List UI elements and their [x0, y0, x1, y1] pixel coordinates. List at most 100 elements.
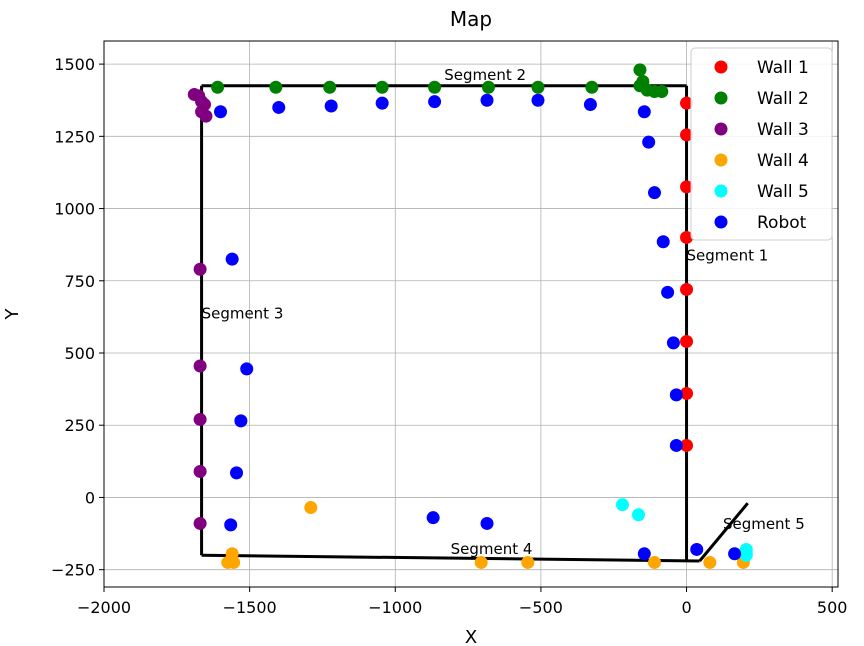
- data-point: [666, 336, 680, 350]
- data-point: [637, 547, 651, 561]
- data-point: [474, 555, 488, 569]
- segment-annotation: Segment 4: [451, 540, 533, 558]
- segment-annotation: Segment 1: [687, 247, 769, 265]
- legend-label: Robot: [757, 213, 807, 233]
- data-point: [680, 230, 694, 244]
- legend-marker: [714, 153, 728, 167]
- x-tick-label: 500: [817, 598, 848, 617]
- y-tick-label: 1000: [54, 200, 95, 219]
- y-tick-label: 1500: [54, 55, 95, 74]
- data-point: [680, 128, 694, 142]
- y-tick-label: 250: [64, 416, 95, 435]
- chart-title: Map: [450, 7, 492, 31]
- y-tick-label: −250: [51, 561, 95, 580]
- data-point: [304, 501, 318, 515]
- data-point: [225, 252, 239, 266]
- legend-marker: [714, 184, 728, 198]
- series-wall-2: [211, 63, 669, 99]
- scatter-points: [187, 63, 753, 569]
- axes: −2000 −1500 −1000 −500 0 500 −250 0 250 500 750 100…: [51, 40, 848, 617]
- legend-label: Wall 5: [757, 182, 809, 202]
- data-point: [680, 438, 694, 452]
- data-point: [531, 80, 545, 94]
- data-point: [193, 464, 207, 478]
- legend-marker: [714, 215, 728, 229]
- segment-annotations: Segment 1 Segment 2 Segment 3 Segment 4 Segm…: [202, 66, 805, 558]
- data-point: [480, 516, 494, 530]
- data-point: [324, 99, 338, 113]
- legend: Wall 1 Wall 2 Wall 3 Wall 4 Wall 5 Robot: [690, 47, 833, 241]
- data-point: [669, 388, 683, 402]
- y-tick-label: 0: [85, 488, 95, 507]
- segment-annotation: Segment 5: [723, 515, 805, 533]
- data-point: [426, 511, 440, 525]
- data-point: [211, 80, 225, 94]
- data-point: [680, 282, 694, 296]
- data-point: [739, 548, 753, 562]
- data-point: [272, 100, 286, 114]
- data-point: [642, 135, 656, 149]
- legend-label: Wall 1: [757, 58, 809, 78]
- data-point: [680, 96, 694, 110]
- data-point: [224, 518, 238, 532]
- data-point: [633, 63, 647, 77]
- y-tick-label: 1250: [54, 127, 95, 146]
- x-axis-label: X: [465, 627, 477, 646]
- data-point: [728, 547, 742, 561]
- x-tick-label: −1500: [223, 598, 277, 617]
- series-wall-5: [615, 498, 753, 562]
- x-tick-label: 0: [681, 598, 691, 617]
- data-point: [680, 180, 694, 194]
- data-point: [193, 412, 207, 426]
- segment-line-segment-5: [698, 502, 749, 562]
- data-point: [214, 105, 228, 119]
- data-point: [428, 95, 442, 109]
- series-wall-3: [187, 87, 213, 530]
- segment-annotation: Segment 3: [202, 304, 284, 322]
- data-point: [199, 109, 213, 123]
- legend-marker: [714, 60, 728, 74]
- wall-segments: [200, 84, 749, 563]
- data-point: [583, 98, 597, 112]
- y-axis-label: Y: [2, 308, 23, 321]
- data-point: [661, 285, 675, 299]
- data-point: [531, 93, 545, 107]
- data-point: [648, 186, 661, 200]
- x-tick-label: −500: [519, 598, 563, 617]
- data-point: [690, 542, 704, 556]
- data-point: [193, 516, 207, 530]
- data-point: [656, 235, 670, 249]
- data-point: [375, 96, 389, 110]
- data-point: [234, 414, 248, 428]
- data-point: [680, 334, 694, 348]
- series-wall-4: [221, 501, 750, 569]
- data-point: [615, 498, 629, 512]
- series-robot: [214, 93, 742, 561]
- legend-label: Wall 2: [757, 89, 809, 109]
- data-point: [375, 80, 389, 94]
- y-tick-label: 500: [64, 344, 95, 363]
- data-point: [269, 80, 283, 94]
- data-point: [521, 555, 535, 569]
- plot-frame: [103, 40, 839, 588]
- y-tick-label: 750: [64, 272, 95, 291]
- segment-line-segment-4: [201, 553, 700, 563]
- legend-marker: [714, 122, 728, 136]
- data-point: [193, 359, 207, 373]
- data-point: [323, 80, 337, 94]
- legend-label: Wall 4: [757, 151, 809, 171]
- data-point: [655, 85, 669, 99]
- legend-marker: [714, 91, 728, 105]
- data-point: [481, 80, 495, 94]
- x-tick-label: −1000: [368, 598, 422, 617]
- data-point: [585, 80, 599, 94]
- data-point: [230, 466, 244, 480]
- data-point: [637, 105, 651, 119]
- data-point: [648, 555, 661, 569]
- legend-label: Wall 3: [757, 120, 809, 140]
- segment-annotation: Segment 2: [444, 66, 526, 84]
- data-point: [680, 386, 694, 400]
- series-wall-1: [680, 96, 694, 452]
- data-point: [227, 555, 241, 569]
